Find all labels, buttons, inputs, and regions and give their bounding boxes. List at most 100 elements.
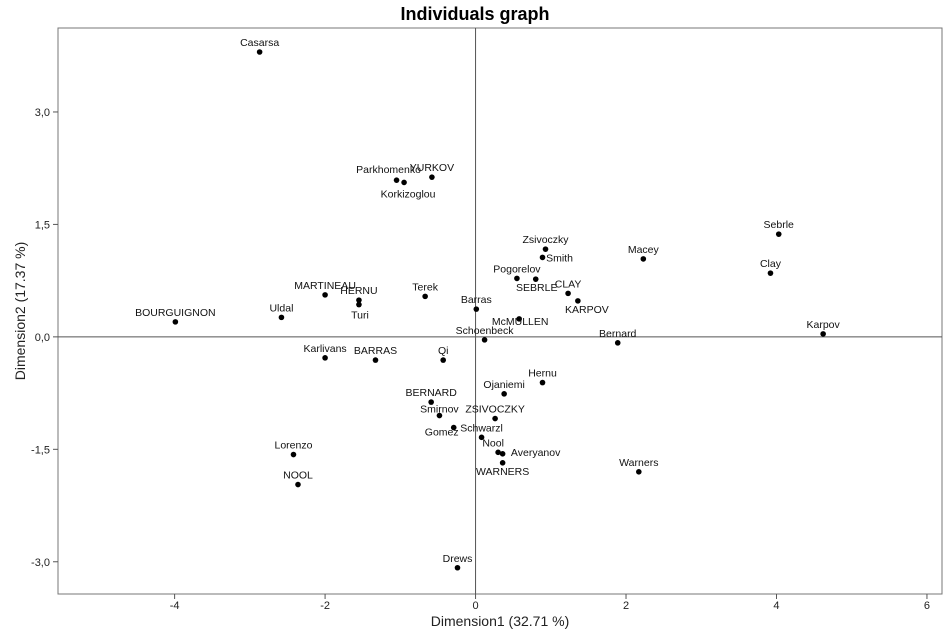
data-point — [256, 49, 263, 55]
data-point — [516, 316, 522, 322]
point-label: Lorenzo — [275, 440, 313, 452]
data-point — [429, 174, 435, 180]
point-label: Bernard — [599, 328, 637, 340]
point-label: Warners — [619, 457, 658, 469]
point-label: BERNARD — [405, 387, 457, 399]
point-label: HERNU — [340, 285, 377, 297]
point-label: ZSIVOCZKY — [465, 404, 525, 416]
point-label: Ojaniemi — [483, 379, 524, 391]
point-label: Casarsa — [240, 37, 279, 49]
point-label: Nool — [482, 437, 504, 449]
data-point — [542, 246, 549, 252]
x-tick-label: -2 — [320, 600, 330, 612]
point-label: Sebrle — [764, 219, 795, 231]
data-point — [295, 481, 301, 488]
y-tick-label: 1,5 — [35, 219, 50, 231]
data-point — [532, 276, 539, 282]
y-axis: 3,0 1,5 0,0 -1,5 -3,0 — [31, 107, 58, 569]
point-label: SEBRLE — [516, 282, 557, 294]
x-tick-label: 6 — [924, 600, 930, 612]
data-point — [454, 564, 461, 571]
x-tick-label: 2 — [623, 600, 629, 612]
point-label: Smirnov — [420, 404, 459, 416]
point-label: Clay — [760, 258, 782, 270]
point-label: BOURGUIGNON — [135, 307, 216, 319]
data-point — [575, 298, 581, 304]
point-label: MARTINEAU — [294, 280, 356, 292]
data-point — [393, 177, 400, 183]
y-tick-label: -1,5 — [31, 444, 50, 456]
data-point — [539, 379, 546, 386]
point-label: Gomez — [425, 427, 459, 439]
point-label: Karlivans — [303, 343, 346, 355]
data-point — [440, 357, 446, 363]
point-label: Parkhomenko — [356, 164, 421, 176]
point-label: Turi — [351, 310, 369, 322]
y-tick-label: 0,0 — [35, 332, 50, 344]
data-point — [401, 179, 407, 186]
data-point — [565, 290, 571, 297]
data-point — [499, 460, 506, 466]
point-label: Schoenbeck — [456, 325, 515, 337]
data-point — [278, 314, 285, 321]
data-point — [428, 399, 434, 405]
point-label: BARRAS — [354, 345, 397, 357]
data-point — [775, 231, 782, 237]
data-point — [501, 391, 507, 397]
data-point — [820, 331, 826, 337]
point-label: Averyanov — [511, 447, 561, 459]
data-point — [450, 424, 457, 431]
data-point — [473, 306, 480, 312]
y-tick-label: 3,0 — [35, 107, 50, 119]
x-axis: -4 -2 0 2 4 6 — [170, 594, 930, 612]
data-point — [356, 301, 362, 308]
point-label: Karpov — [806, 319, 840, 331]
data-point — [422, 293, 428, 300]
x-tick-label: -4 — [170, 600, 180, 612]
point-label: KARPOV — [565, 304, 609, 316]
point-label: Pogorelov — [493, 263, 541, 275]
data-point — [492, 415, 498, 422]
data-point — [636, 469, 642, 475]
x-axis-label: Dimension1 (32.71 %) — [431, 613, 570, 629]
plot-frame — [57, 27, 943, 595]
point-label: Hernu — [528, 368, 557, 380]
point-label: McMULLEN — [492, 316, 549, 328]
data-point — [372, 357, 379, 363]
point-label: Schwarzl — [460, 422, 503, 434]
point-label: Barras — [461, 294, 492, 306]
point-label: Smith — [546, 252, 573, 264]
data-point — [614, 340, 621, 346]
data-point — [436, 412, 443, 419]
point-label: Qi — [438, 345, 449, 357]
point-label: Drews — [443, 553, 473, 565]
x-tick-label: 0 — [472, 600, 478, 612]
point-label: YURKOV — [410, 162, 454, 174]
point-label: Uldal — [269, 302, 293, 314]
data-point — [767, 270, 774, 276]
data-point — [499, 451, 506, 457]
y-axis-label: Dimension2 (17.37 %) — [12, 242, 28, 381]
point-label: NOOL — [283, 470, 313, 482]
data-point — [514, 275, 520, 282]
data-point — [481, 337, 488, 343]
point-label: Zsivoczky — [522, 234, 569, 246]
data-point — [356, 297, 362, 303]
data-point — [478, 434, 485, 441]
point-label: CLAY — [555, 278, 582, 290]
point-label: Terek — [412, 281, 438, 293]
chart-title: Individuals graph — [400, 4, 549, 24]
data-point — [290, 451, 297, 458]
data-point — [495, 449, 501, 456]
data-point — [640, 256, 647, 262]
point-label: WARNERS — [476, 466, 529, 478]
point-label: Macey — [628, 244, 660, 256]
data-point — [539, 254, 546, 261]
x-tick-label: 4 — [773, 600, 779, 612]
data-point — [322, 292, 328, 298]
point-label: Korkizoglou — [381, 188, 436, 200]
y-tick-label: -3,0 — [31, 557, 50, 569]
data-point — [322, 355, 328, 361]
